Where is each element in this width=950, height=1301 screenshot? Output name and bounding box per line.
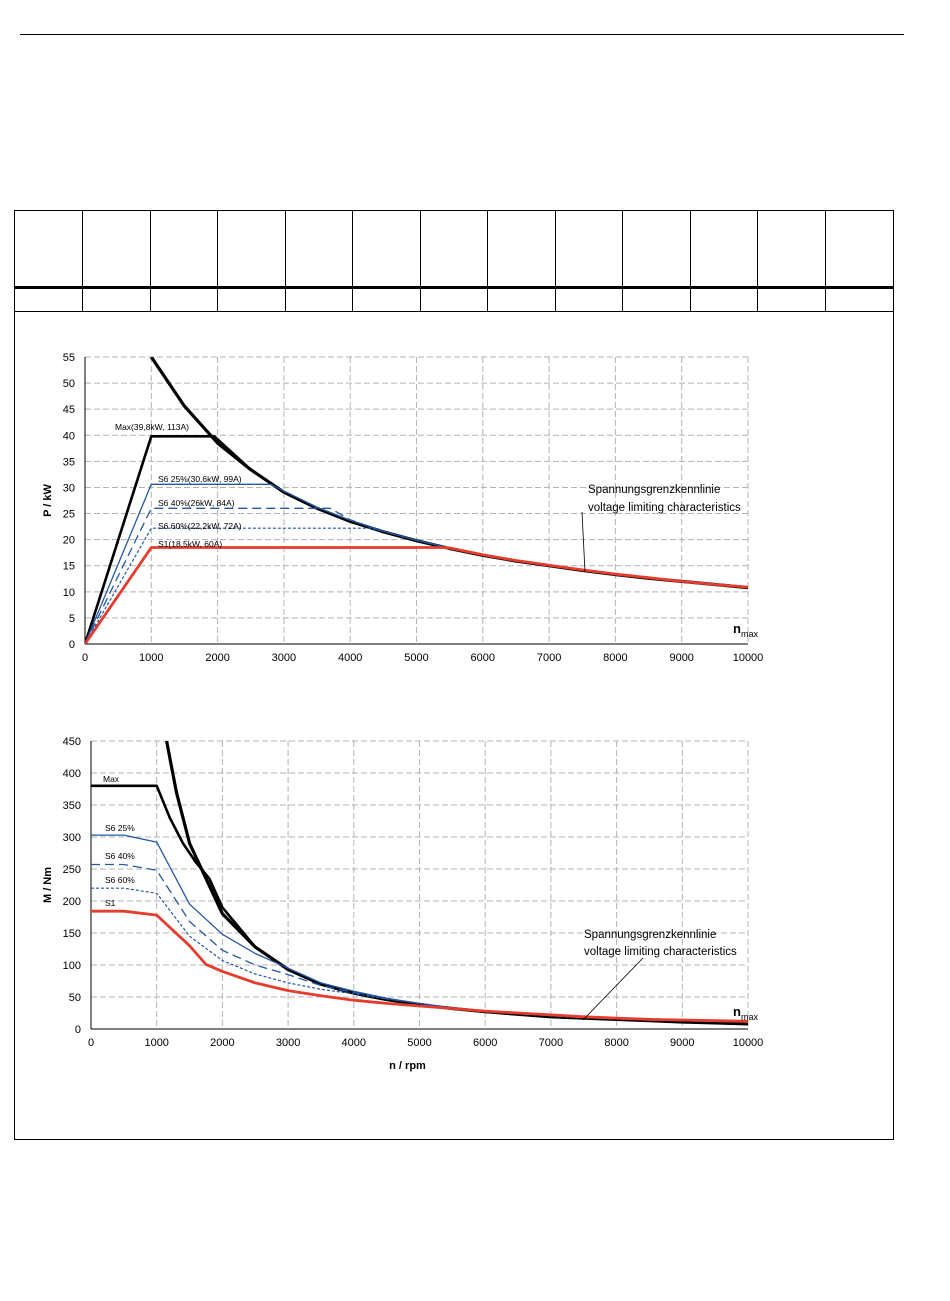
x-tick-label: 3000 (276, 1037, 300, 1049)
x-tick-label: 4000 (342, 1037, 366, 1049)
series-label: S6 40%(26kW, 84A) (158, 498, 235, 508)
series-label: S6 40% (105, 851, 135, 861)
y-tick-label: 0 (69, 639, 75, 651)
x-tick-label: 6000 (473, 1037, 497, 1049)
y-tick-label: 40 (63, 430, 75, 442)
x-tick-label: 7000 (537, 652, 561, 664)
y-tick-label: 30 (63, 482, 75, 494)
annotation-leader (582, 957, 644, 1021)
y-tick-label: 35 (63, 456, 75, 468)
series-label: Max (103, 774, 120, 784)
x-tick-label: 0 (82, 652, 88, 664)
x-tick-label: 10000 (733, 652, 764, 664)
y-tick-label: 200 (63, 896, 81, 908)
y-tick-label: 250 (63, 864, 81, 876)
x-tick-label: 3000 (272, 652, 296, 664)
y-tick-label: 450 (63, 736, 81, 748)
x-tick-label: 0 (88, 1037, 94, 1049)
y-axis-label: M / Nm (42, 867, 54, 903)
x-tick-label: 8000 (603, 652, 627, 664)
x-tick-label: 2000 (210, 1037, 234, 1049)
x-tick-label: 5000 (404, 652, 428, 664)
series-label: S1 (105, 898, 116, 908)
x-tick-label: 4000 (338, 652, 362, 664)
y-tick-label: 300 (63, 832, 81, 844)
y-tick-label: 150 (63, 928, 81, 940)
series-label: S6 25%(30,6kW, 99A) (158, 474, 242, 484)
y-tick-label: 50 (69, 992, 81, 1004)
x-tick-label: 8000 (604, 1037, 628, 1049)
x-tick-label: 5000 (407, 1037, 431, 1049)
series-label: S6 25% (105, 823, 135, 833)
torque-chart: 0 1000 2000 3000 4000 5000 6000 7000 8000 9000 100… (42, 736, 764, 1072)
x-tick-label: 1000 (139, 652, 163, 664)
x-tick-label: 10000 (733, 1037, 764, 1049)
series-line-s1 (85, 546, 748, 644)
y-tick-label: 55 (63, 352, 75, 364)
power-chart: 0 1000 2000 3000 4000 5000 6000 7000 8000 9000 100… (42, 352, 764, 664)
series-label: S1(18,5kW, 60A) (158, 539, 222, 549)
y-axis-label: P / kW (42, 483, 54, 516)
y-tick-label: 25 (63, 509, 75, 521)
y-tick-label: 45 (63, 404, 75, 416)
y-tick-label: 50 (63, 378, 75, 390)
y-tick-label: 15 (63, 561, 75, 573)
series-label: S6 60% (105, 875, 135, 885)
annotation-leader (581, 511, 586, 573)
y-tick-label: 5 (69, 613, 75, 625)
nmax-label: nmax (733, 1004, 758, 1022)
nmax-subscript: max (741, 1012, 759, 1022)
header-table (15, 211, 893, 312)
y-tick-label: 10 (63, 587, 75, 599)
annotation-line-1: Spannungsgrenzkennlinie (584, 929, 716, 941)
figure-frame: 0 1000 2000 3000 4000 5000 6000 7000 8000 9000 100… (14, 210, 894, 1140)
y-tick-label: 20 (63, 535, 75, 547)
nmax-label: nmax (733, 621, 758, 639)
series-label: Max(39,8kW, 113A) (115, 422, 189, 432)
y-tick-label: 0 (75, 1024, 81, 1036)
top-rule (20, 34, 904, 35)
series-label: S6 60%(22,2kW, 72A) (158, 521, 242, 531)
x-tick-label: 7000 (539, 1037, 563, 1049)
x-tick-label: 9000 (669, 652, 693, 664)
x-tick-label: 9000 (670, 1037, 694, 1049)
voltage-limit-line (149, 357, 748, 590)
x-tick-label: 1000 (144, 1037, 168, 1049)
x-tick-label: 2000 (205, 652, 229, 664)
y-tick-label: 400 (63, 768, 81, 780)
y-tick-label: 100 (63, 960, 81, 972)
annotation-line-2: voltage limiting characteristics (584, 946, 737, 958)
series-line-s1 (91, 909, 748, 1023)
x-tick-label: 6000 (471, 652, 495, 664)
annotation-line-2: voltage limiting characteristics (588, 502, 741, 514)
nmax-subscript: max (741, 629, 759, 639)
y-tick-label: 350 (63, 800, 81, 812)
x-axis-label: n / rpm (389, 1060, 426, 1072)
annotation-line-1: Spannungsgrenzkennlinie (588, 484, 720, 496)
